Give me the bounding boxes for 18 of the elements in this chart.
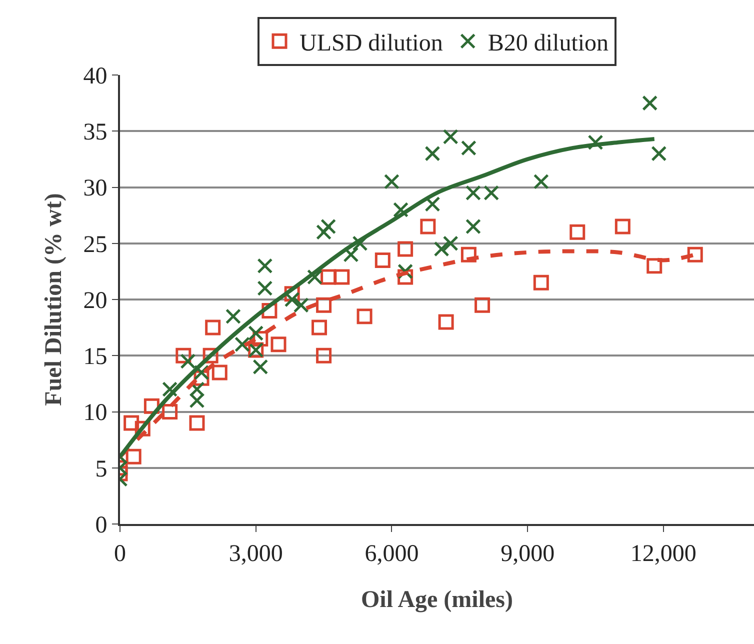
x-tick-label: 0 xyxy=(114,540,126,567)
x-tick-label: 3,000 xyxy=(228,540,283,567)
y-tick-label: 30 xyxy=(83,176,108,202)
y-tick-label: 0 xyxy=(95,512,108,538)
legend-label: ULSD dilution xyxy=(300,30,443,56)
y-tick-label: 25 xyxy=(83,232,108,258)
x-tick-label: 6,000 xyxy=(364,540,419,567)
y-tick-label: 5 xyxy=(95,456,108,482)
y-tick-label: 40 xyxy=(83,63,108,90)
y-tick-label: 10 xyxy=(83,400,108,426)
x-tick-label: 12,000 xyxy=(630,540,696,567)
y-tick-label: 20 xyxy=(83,288,108,314)
y-tick-label: 35 xyxy=(83,120,108,146)
legend-label: B20 dilution xyxy=(488,30,609,56)
y-axis-title: Fuel Dilution (% wt) xyxy=(41,193,67,406)
x-tick-label: 9,000 xyxy=(500,540,555,567)
y-tick-label: 15 xyxy=(83,344,108,370)
x-axis-title: Oil Age (miles) xyxy=(361,587,513,613)
